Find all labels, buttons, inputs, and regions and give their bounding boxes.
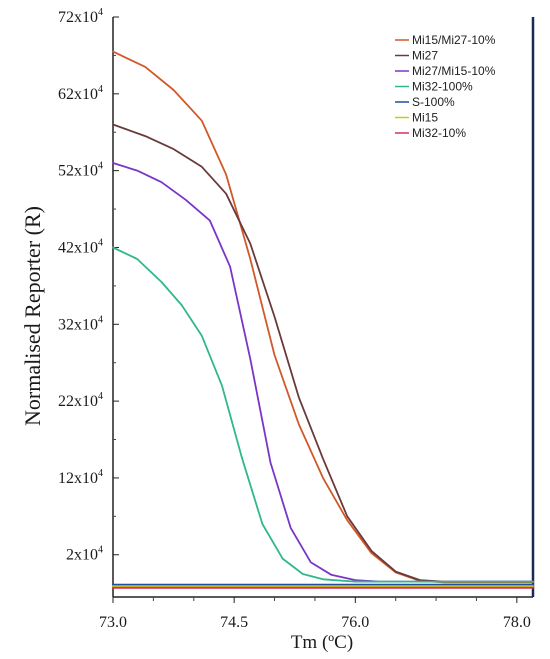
y-tick-label: 72x104 [58,7,103,26]
series-lines [112,50,534,589]
y-tick-label: 12x104 [58,468,103,487]
legend-label: Mi15 [412,111,438,125]
y-tick-label: 2x104 [66,545,103,564]
series-line-2 [112,162,534,583]
legend-label: Mi32-10% [412,126,466,140]
y-axis-title: Normalised Reporter (R) [20,206,45,426]
axes: 2x104 12x104 22x104 32x104 42x104 52x104 62x10… [58,7,535,631]
x-tick-label: 76.0 [341,614,369,631]
y-tick-label: 22x104 [58,391,103,410]
x-tick-label: 78.0 [503,614,531,631]
series-line-0 [112,50,534,584]
series-line-3 [112,246,534,583]
y-tick-label: 62x104 [58,84,103,103]
x-tick-label: 73.0 [99,614,127,631]
legend-label: Mi27/Mi15-10% [412,64,496,78]
x-axis-title: Tm (ºC) [291,632,353,653]
legend-label: Mi32-100% [412,80,473,94]
x-tick-label: 74.5 [220,614,248,631]
legend-label: S-100% [412,95,455,109]
legend-label: Mi15/Mi27-10% [412,33,496,47]
y-tick-label: 32x104 [58,314,103,333]
legend-label: Mi27 [412,49,438,63]
y-tick-label: 42x104 [58,237,103,256]
y-tick-label: 52x104 [58,161,103,180]
